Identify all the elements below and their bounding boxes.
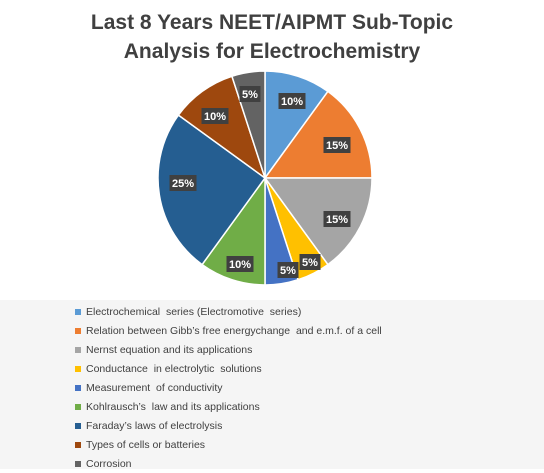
legend-item: Kohlrausch’s law and its applications [75,397,260,416]
legend-item: Types of cells or batteries [75,435,205,454]
pie-data-label: 10% [278,93,306,109]
legend-swatch [75,441,81,448]
svg-text:5%: 5% [242,89,258,101]
pie-data-label: 10% [226,256,254,272]
legend-item: Measurement of conductivity [75,378,223,397]
legend-swatch [75,327,81,334]
legend-label: Faraday’s laws of electrolysis [86,419,223,432]
pie-data-label: 10% [201,108,229,124]
pie-data-label: 25% [169,175,197,191]
legend-label: Kohlrausch’s law and its applications [86,400,260,413]
legend-swatch [75,365,81,372]
pie-plot: 10% 15% 15% 5% 5% 10% 25% 10% 5% [157,70,373,286]
chart-title-line-2: Analysis for Electrochemistry [123,40,421,63]
legend-label: Types of cells or batteries [86,438,206,451]
svg-text:10%: 10% [204,111,226,123]
legend-swatch [75,346,81,353]
legend-swatch [75,403,81,410]
pie-data-label: 5% [239,86,261,102]
pie-slice [157,114,267,266]
chart-legend: Electrochemical series (Electromotive se… [0,300,544,470]
chart-title-line-1: Last 8 Years NEET/AIPMT Sub-Topic [90,11,454,34]
legend-item: Relation between Gibb’s free energychang… [75,321,382,340]
svg-text:10%: 10% [229,259,251,271]
svg-text:5%: 5% [302,257,318,269]
legend-label: Conductance in electrolytic solutions [86,362,262,375]
legend-item: Electrochemical series (Electromotive se… [75,302,301,321]
pie-data-labels: 10% 15% 15% 5% 5% 10% 25% 10% 5% [169,86,351,278]
legend-label: Electrochemical series (Electromotive se… [86,305,302,318]
legend-item: Faraday’s laws of electrolysis [75,416,222,435]
legend-label: Relation between Gibb’s free energychang… [86,324,382,337]
legend-item: Corrosion [75,454,132,473]
legend-label: Nernst equation and its applications [86,343,253,356]
legend-label: Corrosion [86,457,132,470]
legend-item: Nernst equation and its applications [75,340,252,359]
svg-text:15%: 15% [326,214,348,226]
svg-text:25%: 25% [172,178,194,190]
pie-data-label: 5% [277,262,299,278]
legend-swatch [75,308,81,315]
svg-text:15%: 15% [326,140,348,152]
svg-text:5%: 5% [280,265,296,277]
legend-label: Measurement of conductivity [86,381,223,394]
pie-slice [263,90,373,179]
legend-swatch [75,460,81,467]
pie-data-label: 15% [323,137,351,153]
svg-text:10%: 10% [281,96,303,108]
pie-slice [263,177,373,266]
legend-item: Conductance in electrolytic solutions [75,359,262,378]
pie-data-label: 15% [323,211,351,227]
pie-data-label: 5% [299,254,321,270]
legend-swatch [75,422,81,429]
legend-swatch [75,384,81,391]
